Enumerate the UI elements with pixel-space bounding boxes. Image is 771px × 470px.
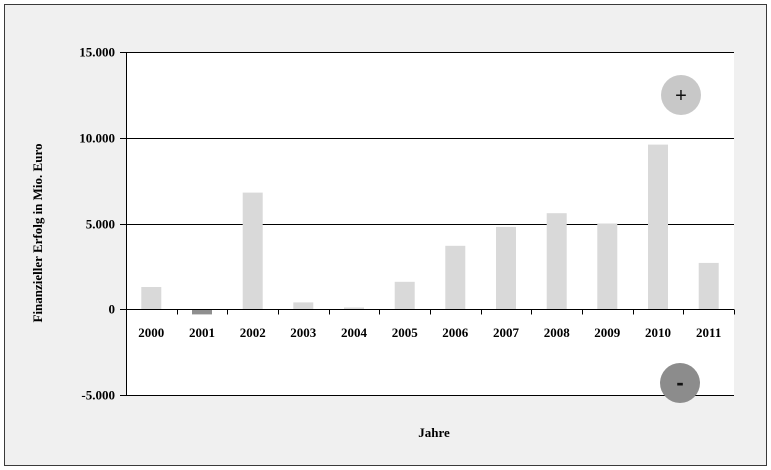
plus-marker-circle <box>661 75 701 115</box>
x-tick-label: 2003 <box>290 325 317 340</box>
bar-2007 <box>496 226 516 310</box>
bar-2006 <box>445 245 466 310</box>
bar-2004 <box>344 307 364 310</box>
gridlines <box>126 52 734 396</box>
bar-2008 <box>546 213 567 310</box>
bar-2003 <box>293 302 314 310</box>
y-tick-label: 0 <box>109 302 116 317</box>
bar-2010 <box>648 144 668 310</box>
x-tick-label: 2011 <box>696 325 721 340</box>
y-tick-labels: 15.000 10.000 5.000 0 -5.000 <box>79 45 115 403</box>
minus-marker-circle <box>660 363 700 403</box>
plus-marker-label: + <box>675 85 687 107</box>
x-tick-label: 2000 <box>138 325 164 340</box>
bar-2009 <box>597 223 618 310</box>
x-tick-label: 2001 <box>189 325 215 340</box>
plot-area <box>126 52 734 395</box>
x-tick-label: 2009 <box>594 325 621 340</box>
bar-2011 <box>698 262 719 310</box>
x-tick-label: 2004 <box>341 325 368 340</box>
x-tick-label: 2007 <box>493 325 520 340</box>
y-axis-label: Finanzieller Erfolg in Mio. Euro <box>30 144 45 323</box>
x-tick-label: 2002 <box>240 325 266 340</box>
x-tick-labels: 2000 2001 2002 2003 2004 2005 2006 2007 2008 2009… <box>138 325 721 340</box>
bar-2005 <box>394 281 415 310</box>
y-tick-label: -5.000 <box>81 388 115 403</box>
bar-2001 <box>192 309 212 315</box>
x-tick-label: 2010 <box>645 325 671 340</box>
axes <box>120 52 735 396</box>
x-tick-label: 2008 <box>544 325 571 340</box>
x-axis-label: Jahre <box>418 425 450 440</box>
x-tick-label: 2005 <box>392 325 419 340</box>
bars <box>141 144 719 315</box>
minus-marker-label: - <box>676 370 683 395</box>
x-tick-label: 2006 <box>442 325 469 340</box>
y-tick-label: 5.000 <box>86 217 115 232</box>
y-tick-label: 10.000 <box>79 131 115 146</box>
bar-2000 <box>141 287 162 310</box>
y-tick-label: 15.000 <box>79 45 115 60</box>
bar-2002 <box>242 192 263 310</box>
